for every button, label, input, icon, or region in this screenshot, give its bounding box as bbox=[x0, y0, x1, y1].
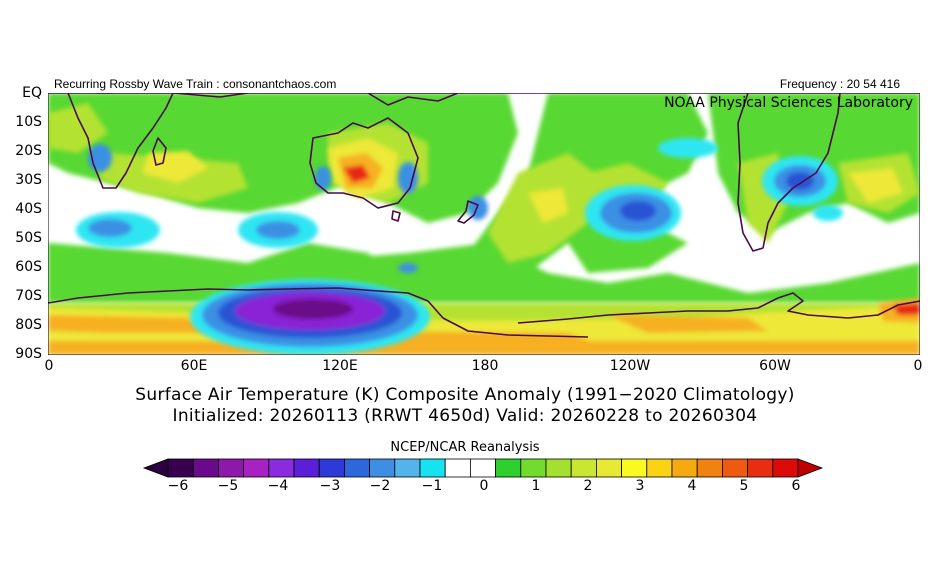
lat-label-50s: 50S bbox=[15, 230, 42, 246]
colorbar-tick-label: −4 bbox=[267, 478, 289, 494]
colorbar-title: NCEP/NCAR Reanalysis bbox=[390, 440, 540, 455]
antarctica-west-coastline bbox=[517, 292, 920, 324]
antarctic-warm-band bbox=[48, 298, 920, 355]
colorbar-cell bbox=[621, 458, 648, 478]
colorbar-cell bbox=[671, 458, 698, 478]
colorbar-tick-label: −6 bbox=[167, 478, 189, 494]
header-right-frequency: Frequency : 20 54 416 bbox=[779, 77, 900, 91]
colorbar-tick-label: −1 bbox=[421, 478, 443, 494]
coastlines bbox=[48, 93, 920, 338]
colorbar-cell bbox=[394, 458, 421, 478]
colorbar-tick-label: −5 bbox=[217, 478, 239, 494]
lat-label-80s: 80S bbox=[15, 317, 42, 333]
colorbar-cell bbox=[243, 458, 270, 478]
lat-label-10s: 10S bbox=[15, 114, 42, 130]
lon-label-0-left: 0 bbox=[44, 358, 54, 374]
colorbar-tick-label: −3 bbox=[319, 478, 341, 494]
colorbar-cell bbox=[696, 458, 723, 478]
lon-label-0-right: 0 bbox=[913, 358, 923, 374]
indonesia-coastline bbox=[367, 93, 459, 106]
lon-label-120e: 120E bbox=[322, 358, 358, 374]
south-america-coastline bbox=[737, 93, 841, 252]
colorbar-cells bbox=[167, 458, 799, 478]
lab-label: NOAA Physical Sciences Laboratory bbox=[664, 95, 913, 111]
colorbar-cell bbox=[343, 458, 370, 478]
tasmania-coastline bbox=[391, 210, 401, 222]
lat-label-90s: 90S bbox=[15, 346, 42, 362]
colorbar-cell bbox=[595, 458, 622, 478]
australia-coastline bbox=[309, 117, 419, 209]
lon-label-60w: 60W bbox=[759, 358, 791, 374]
antarctica-east-coastline bbox=[48, 287, 589, 338]
lon-label-60e: 60E bbox=[180, 358, 208, 374]
lon-label-180: 180 bbox=[471, 358, 499, 374]
header-left-text: Recurring Rossby Wave Train : consonantc… bbox=[54, 77, 337, 91]
colorbar-cell bbox=[469, 458, 496, 478]
colorbar-tick-label: 6 bbox=[791, 478, 801, 494]
colorbar-cell bbox=[167, 458, 194, 478]
africa-coastline bbox=[67, 93, 174, 189]
map-title-line1: Surface Air Temperature (K) Composite An… bbox=[135, 385, 795, 405]
colorbar-under-arrow bbox=[142, 458, 169, 478]
colorbar-cell bbox=[646, 458, 673, 478]
lat-label-20s: 20S bbox=[15, 143, 42, 159]
colorbar-tick-label: −2 bbox=[369, 478, 391, 494]
colorbar-cell bbox=[570, 458, 597, 478]
colorbar-cell bbox=[545, 458, 572, 478]
colorbar-cell bbox=[192, 458, 219, 478]
colorbar-cell bbox=[772, 458, 799, 478]
colorbar-tick-label: 0 bbox=[479, 478, 489, 494]
anomaly-map bbox=[48, 93, 920, 355]
madagascar-coastline bbox=[152, 137, 167, 166]
lat-label-60s: 60S bbox=[15, 259, 42, 275]
colorbar-cell bbox=[369, 458, 396, 478]
colorbar-cell bbox=[520, 458, 547, 478]
colorbar-over-arrow bbox=[797, 458, 824, 478]
colorbar-tick-label: 2 bbox=[583, 478, 593, 494]
colorbar-cell bbox=[419, 458, 446, 478]
new-zealand-coastline bbox=[457, 200, 479, 224]
colorbar-cell bbox=[268, 458, 295, 478]
colorbar-cell bbox=[318, 458, 345, 478]
lat-label-30s: 30S bbox=[15, 172, 42, 188]
colorbar-tick-label: 4 bbox=[687, 478, 697, 494]
colorbar-tick-label: 5 bbox=[739, 478, 749, 494]
colorbar-tick-label: 1 bbox=[531, 478, 541, 494]
map-title-line2: Initialized: 20260113 (RRWT 4650d) Valid… bbox=[172, 406, 758, 426]
colorbar-cell bbox=[218, 458, 245, 478]
colorbar-cell bbox=[747, 458, 774, 478]
colorbar-cell bbox=[722, 458, 749, 478]
colorbar-tick-label: 3 bbox=[635, 478, 645, 494]
lat-label-70s: 70S bbox=[15, 288, 42, 304]
colorbar-cell bbox=[444, 458, 471, 478]
cold-anomalies bbox=[76, 138, 843, 355]
warm-hotspots bbox=[143, 138, 903, 223]
colorbar-cell bbox=[495, 458, 522, 478]
lon-label-120w: 120W bbox=[609, 358, 651, 374]
colorbar-cell bbox=[293, 458, 320, 478]
colorbar bbox=[142, 458, 824, 478]
north-coast-fragments bbox=[96, 93, 249, 98]
lat-label-40s: 40S bbox=[15, 201, 42, 217]
lat-label-eq: EQ bbox=[22, 85, 42, 101]
